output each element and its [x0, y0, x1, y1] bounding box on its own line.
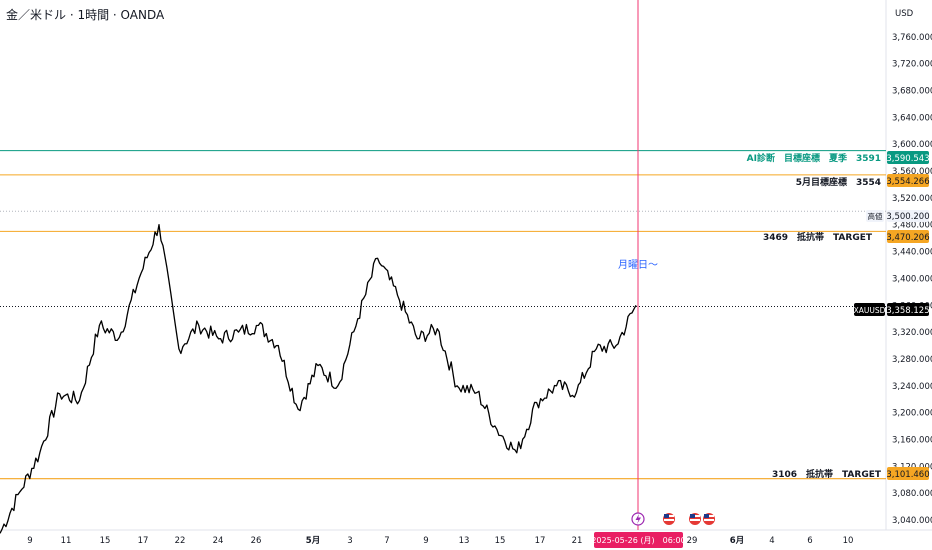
svg-text:高値: 高値	[868, 211, 883, 221]
x-tick-label: 15	[100, 536, 111, 546]
crosshair-time-label: 2025-05-26 (月) 06:00	[591, 532, 686, 548]
svg-text:XAUUSD: XAUUSD	[854, 306, 886, 315]
level-lines	[0, 150, 886, 480]
y-tick-label: 3,560.000	[892, 167, 932, 177]
symbol-title: 金／米ドル · 1時間 · OANDA	[6, 7, 165, 22]
us-economic-event-icon[interactable]	[689, 513, 701, 525]
x-tick-label: 17	[535, 536, 546, 546]
x-tick-label: 15	[495, 536, 506, 546]
y-tick-label: 3,720.000	[892, 60, 932, 70]
x-tick-label: 4	[769, 536, 774, 546]
y-tick-label: 3,640.000	[892, 113, 932, 123]
currency-label: USD	[895, 9, 914, 19]
upper-resistance-price-tag: 3,470.206	[886, 230, 930, 243]
x-tick-label: 5月	[306, 536, 320, 546]
may-target-price-tag: 3,554.266	[886, 174, 930, 187]
price-series	[0, 224, 637, 534]
svg-text:3,500.200: 3,500.200	[886, 212, 929, 222]
ai-target-price-tag: 3,590.543	[886, 151, 930, 164]
lower-resistance-price-tag: 3,101.460	[886, 467, 930, 480]
y-tick-label: 3,240.000	[892, 382, 932, 392]
svg-text:3,590.543: 3,590.543	[886, 154, 929, 164]
svg-text:3,358.125: 3,358.125	[886, 306, 929, 316]
svg-text:2025-05-26 (月) 06:00: 2025-05-26 (月) 06:00	[591, 536, 685, 545]
y-tick-label: 3,680.000	[892, 87, 932, 97]
lower-resistance-annotation: 3106 抵抗帯 TARGET	[772, 468, 882, 480]
x-tick-label: 13	[459, 536, 470, 546]
x-tick-label: 7	[384, 536, 389, 546]
y-tick-label: 3,160.000	[892, 435, 932, 445]
svg-text:3,554.266: 3,554.266	[886, 177, 929, 187]
y-tick-label: 3,400.000	[892, 274, 932, 284]
x-tick-label: 24	[213, 536, 224, 546]
x-tick-label: 6	[807, 536, 812, 546]
may-target-annotation: 5月目標座標 3554	[796, 176, 881, 188]
xauusd-price-line	[0, 224, 637, 534]
x-tick-label: 29	[687, 536, 698, 546]
x-tick-label: 22	[175, 536, 186, 546]
svg-text:3,101.460: 3,101.460	[886, 470, 929, 480]
high-price-tag: 高値 3,500.200	[866, 210, 930, 222]
y-tick-label: 3,200.000	[892, 409, 932, 419]
y-tick-label: 3,040.000	[892, 516, 932, 526]
us-economic-event-icon[interactable]	[663, 513, 675, 525]
y-tick-label: 3,080.000	[892, 489, 932, 499]
y-tick-label: 3,480.000	[892, 221, 932, 231]
x-tick-label: 21	[572, 536, 583, 546]
us-economic-event-icon[interactable]	[703, 513, 715, 525]
y-axis-ticks: 3,040.0003,080.0003,120.0003,160.0003,20…	[892, 33, 932, 526]
y-tick-label: 3,520.000	[892, 194, 932, 204]
x-tick-label: 9	[27, 536, 32, 546]
x-tick-label: 9	[423, 536, 428, 546]
last-price-tag: XAUUSD 3,358.125	[854, 303, 930, 316]
y-tick-label: 3,280.000	[892, 355, 932, 365]
x-tick-label: 17	[138, 536, 149, 546]
x-tick-label: 6月	[730, 536, 744, 546]
x-axis-ticks: 9 11 15 17 22 24 26 5月 3 7 9 13 15 17 21 29 6月 4 6 10	[27, 536, 853, 546]
svg-text:3,470.206: 3,470.206	[886, 233, 929, 243]
y-tick-label: 3,320.000	[892, 328, 932, 338]
ai-target-annotation: AI診断 目標座標 夏季 3591	[747, 152, 881, 164]
x-tick-label: 11	[61, 536, 72, 546]
y-tick-label: 3,440.000	[892, 248, 932, 258]
x-tick-label: 10	[843, 536, 854, 546]
upper-resistance-annotation: 3469 抵抗帯 TARGET	[763, 231, 873, 243]
monday-annotation: 月曜日〜	[618, 259, 658, 271]
x-tick-label: 26	[251, 536, 262, 546]
y-tick-label: 3,760.000	[892, 33, 932, 43]
y-tick-label: 3,600.000	[892, 140, 932, 150]
flash-event-icon[interactable]	[631, 512, 645, 526]
x-tick-label: 3	[347, 536, 352, 546]
